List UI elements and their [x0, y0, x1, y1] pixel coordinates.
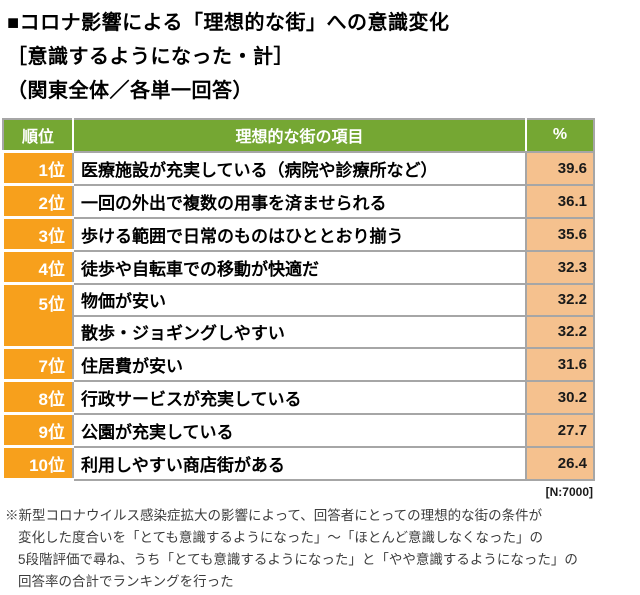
- header-item: 理想的な街の項目: [72, 119, 526, 153]
- percent-cell: 32.3: [525, 249, 595, 285]
- percent-cell: 32.2: [525, 282, 595, 317]
- table-row: 10位 利用しやすい商店街がある 26.4: [2, 445, 595, 481]
- percent-cell: 36.1: [525, 183, 595, 219]
- rank-cell: 7位: [2, 347, 74, 382]
- table-row: 3位 歩ける範囲で日常のものはひととおり揃う 35.6: [2, 216, 595, 252]
- footnote: ※新型コロナウイルス感染症拡大の影響によって、回答者にとっての理想的な街の条件が…: [5, 505, 640, 593]
- table-row: 5位 物価が安い 32.2: [2, 282, 595, 349]
- table-row: 7位 住居費が安い 31.6: [2, 346, 595, 382]
- rank-cell: 8位: [2, 380, 74, 415]
- sample-size-note: [N:7000]: [545, 485, 593, 499]
- item-cell: 利用しやすい商店街がある: [72, 445, 527, 481]
- header-percent: %: [525, 119, 594, 153]
- footnote-line-1: ※新型コロナウイルス感染症拡大の影響によって、回答者にとっての理想的な街の条件が: [5, 508, 543, 523]
- title-line-1: ■コロナ影響による「理想的な街」への意識変化: [7, 12, 450, 34]
- item-cell: 散歩・ジョギングしやすい: [72, 314, 527, 349]
- table-row: 散歩・ジョギングしやすい 32.2: [3, 314, 595, 349]
- item-cell: 一回の外出で複数の用事を済ませられる: [72, 183, 527, 219]
- rank-cell: 2位: [2, 184, 74, 219]
- table-row: 4位 徒歩や自転車での移動が快適だ 32.3: [2, 249, 595, 285]
- item-cell: 行政サービスが充実している: [72, 379, 527, 415]
- percent-cell: 26.4: [525, 445, 595, 481]
- rank-cell: 10位: [2, 446, 74, 481]
- footnote-line-3: 5段階評価で尋ね、うち「とても意識するようになった」と「やや意識するようになった…: [18, 552, 578, 567]
- table-row: 1位 医療施設が充実している（病院や診療所など） 39.6: [2, 150, 595, 186]
- footnote-line-4: 回答率の合計でランキングを行った: [18, 574, 234, 589]
- rank-cell: 3位: [2, 217, 74, 252]
- percent-cell: 30.2: [525, 379, 595, 415]
- table-row: 2位 一回の外出で複数の用事を済ませられる 36.1: [2, 183, 595, 219]
- table-header-row: 順位 理想的な街の項目 %: [3, 119, 594, 153]
- percent-cell: 39.6: [525, 150, 595, 186]
- table-row: 8位 行政サービスが充実している 30.2: [2, 379, 595, 415]
- item-cell: 医療施設が充実している（病院や診療所など）: [72, 150, 527, 186]
- rank-cell: 9位: [2, 413, 74, 448]
- item-cell: 徒歩や自転車での移動が快適だ: [72, 249, 527, 285]
- rank-cell: 4位: [2, 250, 74, 285]
- item-cell: 歩ける範囲で日常のものはひととおり揃う: [72, 216, 527, 252]
- footnote-line-2: 変化した度合いを「とても意識するようになった」～「ほとんど意識しなくなった」の: [18, 530, 544, 545]
- ranking-table: 順位 理想的な街の項目 % 1位 医療施設が充実している（病院や診療所など） 3…: [2, 118, 595, 481]
- table-row: 9位 公園が充実している 27.7: [2, 412, 595, 448]
- item-cell: 物価が安い: [72, 282, 527, 317]
- item-cell: 住居費が安い: [72, 346, 527, 382]
- percent-cell: 32.2: [525, 314, 595, 349]
- rank-cell-tied: 5位: [2, 283, 74, 349]
- percent-cell: 27.7: [525, 412, 595, 448]
- title-line-3: （関東全体／各単一回答）: [7, 80, 253, 102]
- header-rank: 順位: [3, 119, 73, 153]
- rank-cell: 1位: [2, 151, 74, 186]
- percent-cell: 31.6: [525, 346, 595, 382]
- item-cell: 公園が充実している: [72, 412, 527, 448]
- title-line-2: ［意識するようになった・計］: [7, 46, 294, 68]
- page-title: ■コロナ影響による「理想的な街」への意識変化 ［意識するようになった・計］ （関…: [7, 6, 640, 108]
- percent-cell: 35.6: [525, 216, 595, 252]
